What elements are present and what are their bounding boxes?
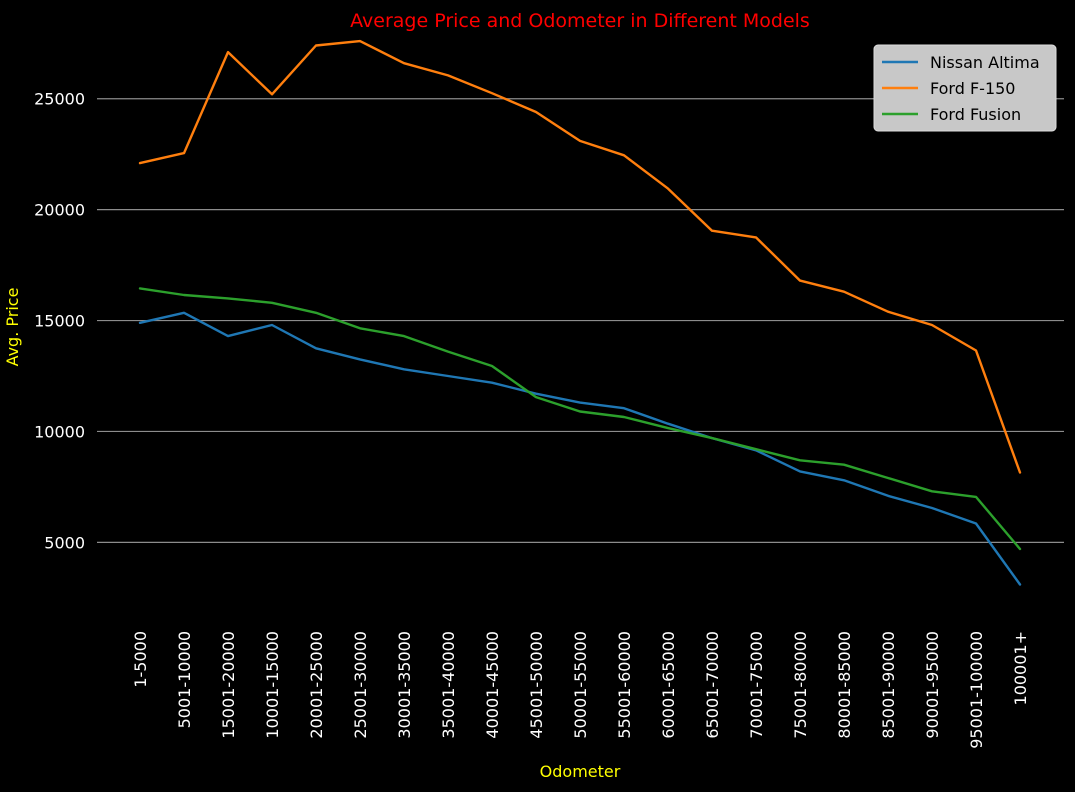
x-axis-label: Odometer [540, 762, 621, 781]
x-tick-label: 15001-20000 [219, 631, 238, 739]
x-tick-label: 25001-30000 [351, 631, 370, 739]
legend-label: Ford F-150 [930, 79, 1015, 98]
series-line-nissan-altima [138, 311, 1022, 586]
x-tick-label: 95001-100000 [967, 631, 986, 749]
x-tick-label: 40001-45000 [483, 631, 502, 739]
x-tick-label: 75001-80000 [791, 631, 810, 739]
x-tick-label: 90001-95000 [923, 631, 942, 739]
x-tick-label: 70001-75000 [747, 631, 766, 739]
legend-box [873, 44, 1057, 132]
chart-title: Average Price and Odometer in Different … [350, 10, 810, 32]
y-tick-label: 20000 [34, 201, 85, 220]
x-tick-label: 100001+ [1011, 631, 1030, 705]
x-tick-label: 80001-85000 [835, 631, 854, 739]
x-tick-label: 20001-25000 [307, 631, 326, 739]
x-tick-label: 5001-10000 [175, 631, 194, 728]
legend-label: Ford Fusion [930, 105, 1021, 124]
y-tick-label: 5000 [44, 533, 85, 552]
x-tick-labels: 1-5000 5001-10000 15001-20000 10001-15000 20… [131, 631, 1030, 749]
x-tick-label: 45001-50000 [527, 631, 546, 739]
x-tick-label: 55001-60000 [615, 631, 634, 739]
series-line-ford-f-150 [138, 39, 1022, 474]
x-tick-label: 60001-65000 [659, 631, 678, 739]
y-tick-label: 15000 [34, 312, 85, 331]
y-tick-label: 25000 [34, 90, 85, 109]
x-tick-label: 85001-90000 [879, 631, 898, 739]
x-tick-label: 50001-55000 [571, 631, 590, 739]
x-tick-label: 1-5000 [131, 631, 150, 688]
legend: Nissan Altima Ford F-150 Ford Fusion [873, 44, 1057, 132]
series-line-ford-fusion [138, 287, 1022, 551]
y-tick-label: 10000 [34, 422, 85, 441]
series-lines [138, 39, 1022, 586]
y-tick-labels: 5000 10000 15000 20000 25000 [34, 90, 85, 553]
grid-lines [97, 98, 1064, 543]
legend-label: Nissan Altima [930, 53, 1040, 72]
x-tick-label: 35001-40000 [439, 631, 458, 739]
x-tick-label: 10001-15000 [263, 631, 282, 739]
x-tick-label: 30001-35000 [395, 631, 414, 739]
x-tick-label: 65001-70000 [703, 631, 722, 739]
y-axis-label: Avg. Price [3, 288, 22, 367]
